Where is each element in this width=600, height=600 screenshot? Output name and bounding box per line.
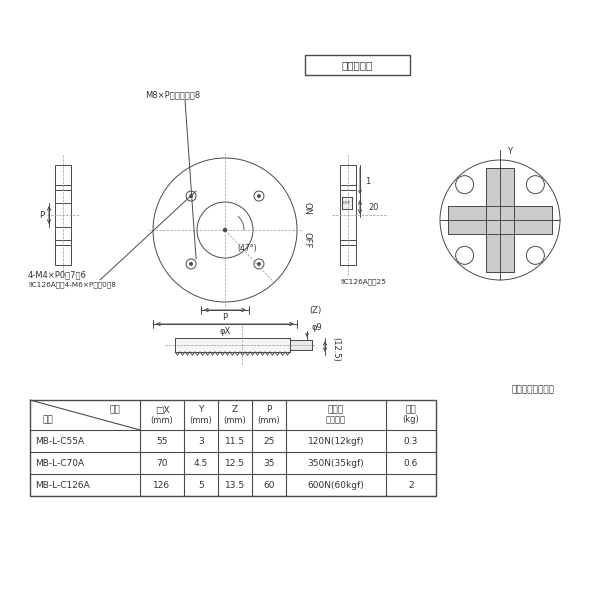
Text: 0.6: 0.6 (404, 458, 418, 467)
Text: 5: 5 (198, 481, 204, 490)
Text: OFF: OFF (302, 232, 311, 248)
Text: ON: ON (302, 202, 311, 214)
Bar (448, 206, 552, 234)
Text: 126: 126 (154, 481, 170, 490)
Text: φ9: φ9 (312, 323, 323, 332)
Text: P: P (266, 406, 272, 415)
Text: (mm): (mm) (190, 415, 212, 425)
Bar (342, 197, 352, 209)
Text: (Z): (Z) (309, 305, 321, 314)
Text: 350N(35kgf): 350N(35kgf) (308, 458, 364, 467)
Text: M8×P１．２５深8: M8×P１．２５深8 (145, 91, 200, 100)
Text: φX: φX (220, 326, 230, 335)
Text: 12.5: 12.5 (225, 458, 245, 467)
Bar (290, 340, 312, 350)
Text: 吸着力: 吸着力 (328, 406, 344, 415)
Text: MB-L-C70A: MB-L-C70A (35, 458, 84, 467)
Bar (340, 165, 356, 265)
Bar (55, 165, 71, 265)
Circle shape (190, 263, 192, 265)
Text: 形状・仕様: 形状・仕様 (341, 60, 373, 70)
Text: 25: 25 (263, 437, 275, 445)
Bar (175, 338, 290, 352)
Text: 3: 3 (198, 437, 204, 445)
Text: (kg): (kg) (403, 415, 419, 425)
Circle shape (258, 263, 260, 265)
Text: (mm): (mm) (224, 415, 247, 425)
Text: 55: 55 (156, 437, 168, 445)
Text: Z: Z (232, 406, 238, 415)
Text: 13.5: 13.5 (225, 481, 245, 490)
Text: 質量: 質量 (406, 406, 416, 415)
Text: Y: Y (508, 148, 512, 157)
Text: 11.5: 11.5 (225, 437, 245, 445)
Text: 20: 20 (369, 202, 379, 211)
Text: 70: 70 (156, 458, 168, 467)
Text: 形式: 形式 (43, 415, 53, 425)
Circle shape (190, 195, 192, 197)
Bar (448, 206, 552, 234)
Bar (30, 400, 436, 496)
Circle shape (258, 195, 260, 197)
Text: □X: □X (155, 406, 169, 415)
Text: 60: 60 (263, 481, 275, 490)
Text: 材質：ステンレス: 材質：ステンレス (512, 385, 555, 395)
Bar (290, 340, 312, 350)
Text: 35: 35 (263, 458, 275, 467)
Text: 図面表記: 図面表記 (326, 415, 346, 425)
Bar (486, 168, 514, 272)
Text: MB-L-C126A: MB-L-C126A (35, 481, 90, 490)
Text: ‼C126Aのみ4-M6×P１．0深8: ‼C126Aのみ4-M6×P１．0深8 (28, 281, 116, 289)
Text: (47°): (47°) (237, 244, 257, 253)
Text: 1: 1 (365, 176, 371, 185)
Text: 4-M4×P0．7深6: 4-M4×P0．7深6 (28, 271, 87, 280)
Text: 0.3: 0.3 (404, 437, 418, 445)
Text: 4.5: 4.5 (194, 458, 208, 467)
Text: 2: 2 (408, 481, 414, 490)
Text: P: P (40, 211, 44, 220)
Bar (342, 197, 352, 209)
Bar (175, 338, 290, 352)
Bar (486, 168, 514, 272)
Text: Y: Y (199, 406, 203, 415)
Text: OFF: OFF (343, 201, 351, 205)
Text: 項目: 項目 (110, 406, 121, 415)
Text: ‼C126Aのみ25: ‼C126Aのみ25 (340, 278, 386, 286)
Text: 120N(12kgf): 120N(12kgf) (308, 437, 364, 445)
Text: (mm): (mm) (257, 415, 280, 425)
Text: (12.5): (12.5) (331, 337, 341, 361)
Text: 600N(60kgf): 600N(60kgf) (308, 481, 364, 490)
Text: MB-L-C55A: MB-L-C55A (35, 437, 84, 445)
Text: (mm): (mm) (151, 415, 173, 425)
Bar (305, 55, 410, 75)
Text: P: P (223, 313, 227, 322)
Circle shape (223, 229, 227, 232)
